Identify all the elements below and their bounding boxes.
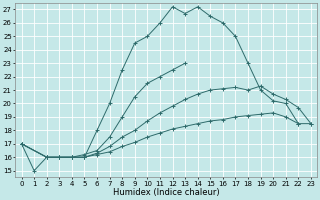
X-axis label: Humidex (Indice chaleur): Humidex (Indice chaleur) bbox=[113, 188, 220, 197]
